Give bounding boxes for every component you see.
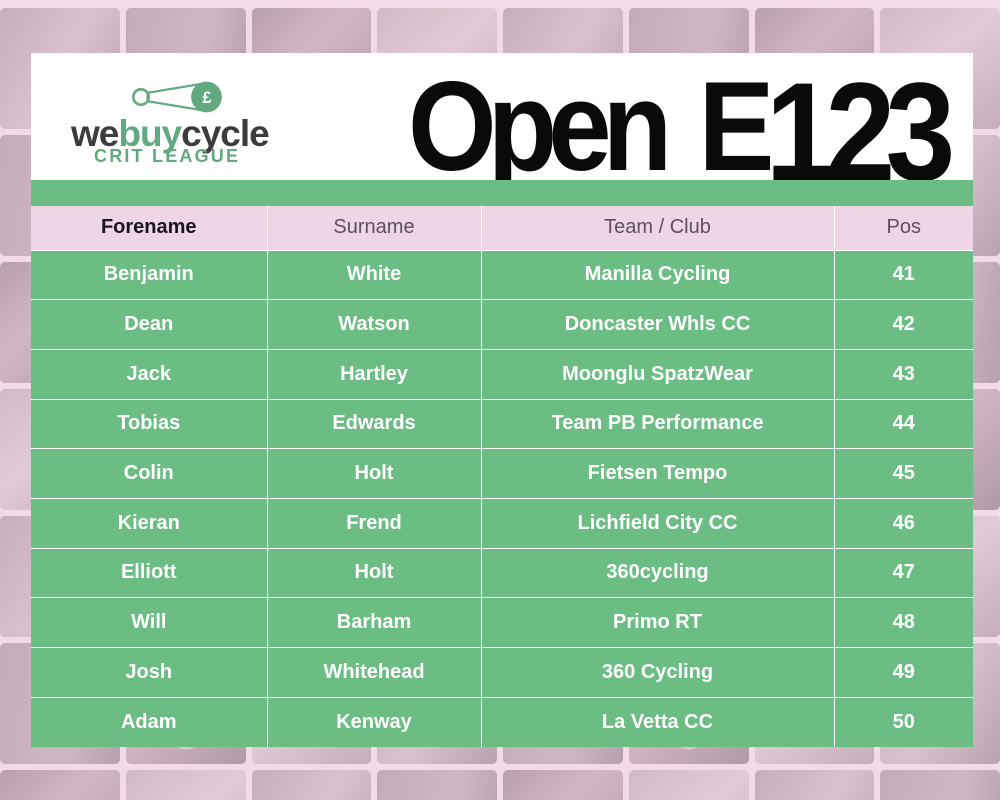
svg-text:£: £ <box>202 89 211 107</box>
